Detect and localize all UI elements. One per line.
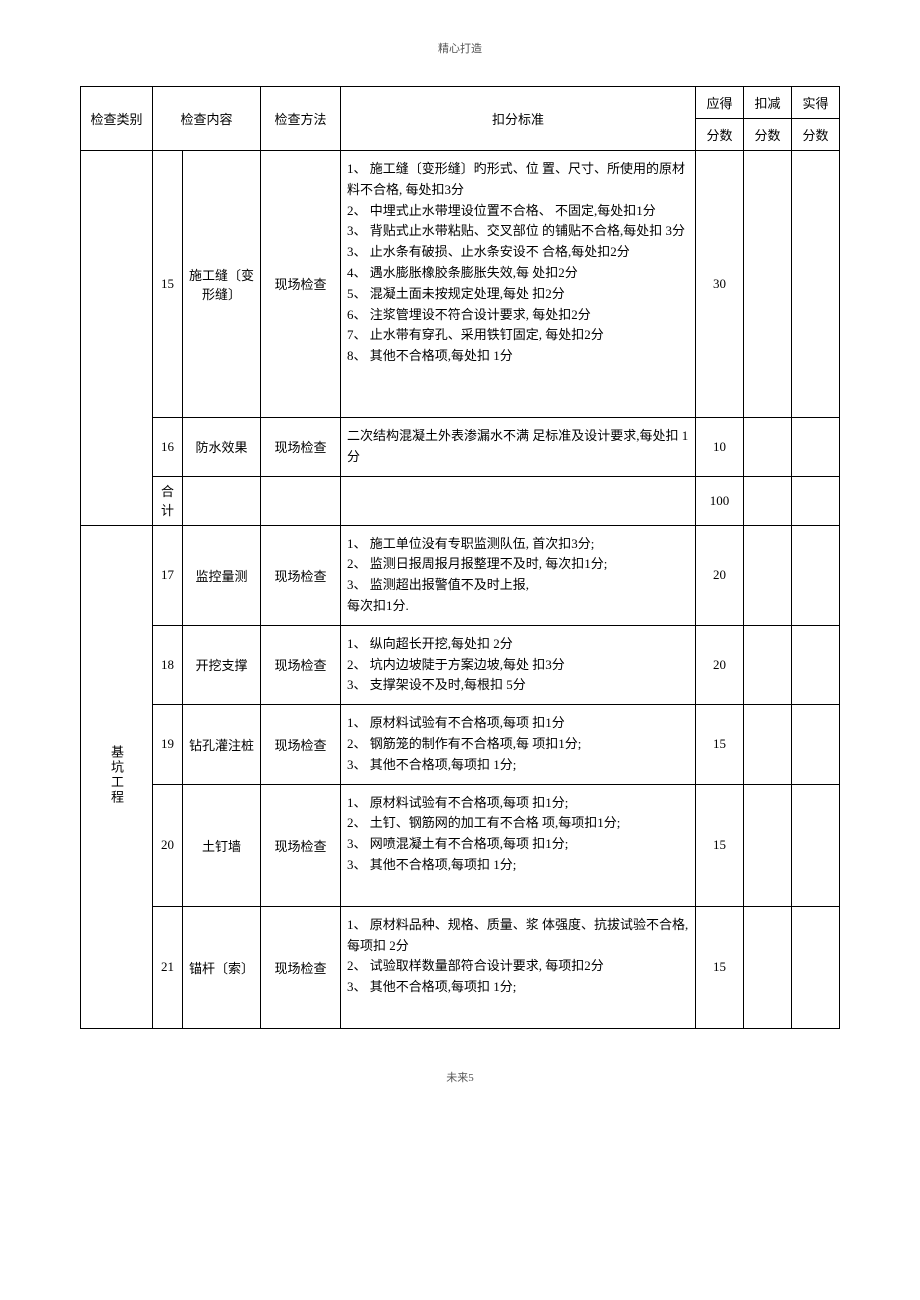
page-header: 精心打造 (80, 40, 840, 56)
content-cell: 土钉墙 (183, 784, 261, 906)
actual-cell (792, 151, 840, 418)
inspection-table: 检查类别 检查内容 检查方法 扣分标准 应得 扣减 实得 分数 分数 分数 15… (80, 86, 840, 1029)
idx-cell: 18 (153, 625, 183, 704)
th-should-top: 应得 (696, 87, 744, 119)
actual-cell (792, 705, 840, 784)
footer-page-number: 5 (468, 1072, 474, 1084)
method-cell: 现场检查 (261, 417, 341, 476)
th-criteria: 扣分标准 (341, 87, 696, 151)
method-cell: 现场检查 (261, 625, 341, 704)
criteria-cell: 1、 施工缝〔变形缝〕旳形式、位 置、尺寸、所使用的原材料不合格, 每处扣3分2… (341, 151, 696, 418)
table-row: 21 锚杆〔索〕 现场检查 1、 原材料品种、规格、质量、浆 体强度、抗拔试验不… (81, 906, 840, 1028)
table-row: 15 施工缝〔变形缝〕 现场检查 1、 施工缝〔变形缝〕旳形式、位 置、尺寸、所… (81, 151, 840, 418)
deduct-cell (744, 525, 792, 625)
criteria-cell: 1、 原材料试验有不合格项,每项 扣1分2、 钢筋笼的制作有不合格项,每 项扣1… (341, 705, 696, 784)
method-cell: 现场检查 (261, 525, 341, 625)
deduct-cell (744, 705, 792, 784)
category-cell: 基坑工程 (81, 525, 153, 1028)
deduct-cell (744, 417, 792, 476)
deduct-cell (744, 784, 792, 906)
table-row: 20 土钉墙 现场检查 1、 原材料试验有不合格项,每项 扣1分;2、 土钉、钢… (81, 784, 840, 906)
th-deduct-bottom: 分数 (744, 119, 792, 151)
method-cell: 现场检查 (261, 705, 341, 784)
method-cell: 现场检查 (261, 151, 341, 418)
score-cell: 10 (696, 417, 744, 476)
actual-cell (792, 476, 840, 525)
idx-cell: 19 (153, 705, 183, 784)
content-cell: 防水效果 (183, 417, 261, 476)
criteria-cell: 1、 施工单位没有专职监测队伍, 首次扣3分;2、 监测日报周报月报整理不及时,… (341, 525, 696, 625)
table-row: 18 开挖支撑 现场检查 1、 纵向超长开挖,每处扣 2分2、 坑内边坡陡于方案… (81, 625, 840, 704)
criteria-cell: 1、 原材料品种、规格、质量、浆 体强度、抗拔试验不合格,每项扣 2分2、 试验… (341, 906, 696, 1028)
header-row-1: 检查类别 检查内容 检查方法 扣分标准 应得 扣减 实得 (81, 87, 840, 119)
score-cell: 20 (696, 625, 744, 704)
page-footer: 未来5 (80, 1069, 840, 1085)
th-category: 检查类别 (81, 87, 153, 151)
th-actual-bottom: 分数 (792, 119, 840, 151)
criteria-cell: 1、 纵向超长开挖,每处扣 2分2、 坑内边坡陡于方案边坡,每处 扣3分3、 支… (341, 625, 696, 704)
th-method: 检查方法 (261, 87, 341, 151)
th-should-bottom: 分数 (696, 119, 744, 151)
actual-cell (792, 417, 840, 476)
score-cell: 100 (696, 476, 744, 525)
actual-cell (792, 906, 840, 1028)
th-actual-top: 实得 (792, 87, 840, 119)
criteria-cell (341, 476, 696, 525)
table-body: 15 施工缝〔变形缝〕 现场检查 1、 施工缝〔变形缝〕旳形式、位 置、尺寸、所… (81, 151, 840, 1029)
category-label: 基坑工程 (107, 745, 126, 805)
idx-cell: 21 (153, 906, 183, 1028)
idx-cell: 16 (153, 417, 183, 476)
actual-cell (792, 625, 840, 704)
content-cell: 开挖支撑 (183, 625, 261, 704)
score-cell: 15 (696, 906, 744, 1028)
th-content: 检查内容 (153, 87, 261, 151)
idx-cell: 合计 (153, 476, 183, 525)
footer-prefix: 未来 (446, 1072, 468, 1084)
method-cell (261, 476, 341, 525)
score-cell: 15 (696, 705, 744, 784)
th-deduct-top: 扣减 (744, 87, 792, 119)
idx-cell: 15 (153, 151, 183, 418)
content-cell: 锚杆〔索〕 (183, 906, 261, 1028)
method-cell: 现场检查 (261, 906, 341, 1028)
deduct-cell (744, 625, 792, 704)
score-cell: 20 (696, 525, 744, 625)
category-cell-empty (81, 151, 153, 526)
actual-cell (792, 525, 840, 625)
deduct-cell (744, 151, 792, 418)
content-cell (183, 476, 261, 525)
method-cell: 现场检查 (261, 784, 341, 906)
criteria-cell: 二次结构混凝土外表渗漏水不满 足标准及设计要求,每处扣 1分 (341, 417, 696, 476)
content-cell: 监控量测 (183, 525, 261, 625)
content-cell: 施工缝〔变形缝〕 (183, 151, 261, 418)
table-row-total: 合计 100 (81, 476, 840, 525)
table-row: 基坑工程 17 监控量测 现场检查 1、 施工单位没有专职监测队伍, 首次扣3分… (81, 525, 840, 625)
score-cell: 30 (696, 151, 744, 418)
table-row: 16 防水效果 现场检查 二次结构混凝土外表渗漏水不满 足标准及设计要求,每处扣… (81, 417, 840, 476)
idx-cell: 17 (153, 525, 183, 625)
actual-cell (792, 784, 840, 906)
deduct-cell (744, 476, 792, 525)
score-cell: 15 (696, 784, 744, 906)
table-row: 19 钻孔灌注桩 现场检查 1、 原材料试验有不合格项,每项 扣1分2、 钢筋笼… (81, 705, 840, 784)
idx-cell: 20 (153, 784, 183, 906)
content-cell: 钻孔灌注桩 (183, 705, 261, 784)
criteria-cell: 1、 原材料试验有不合格项,每项 扣1分;2、 土钉、钢筋网的加工有不合格 项,… (341, 784, 696, 906)
deduct-cell (744, 906, 792, 1028)
